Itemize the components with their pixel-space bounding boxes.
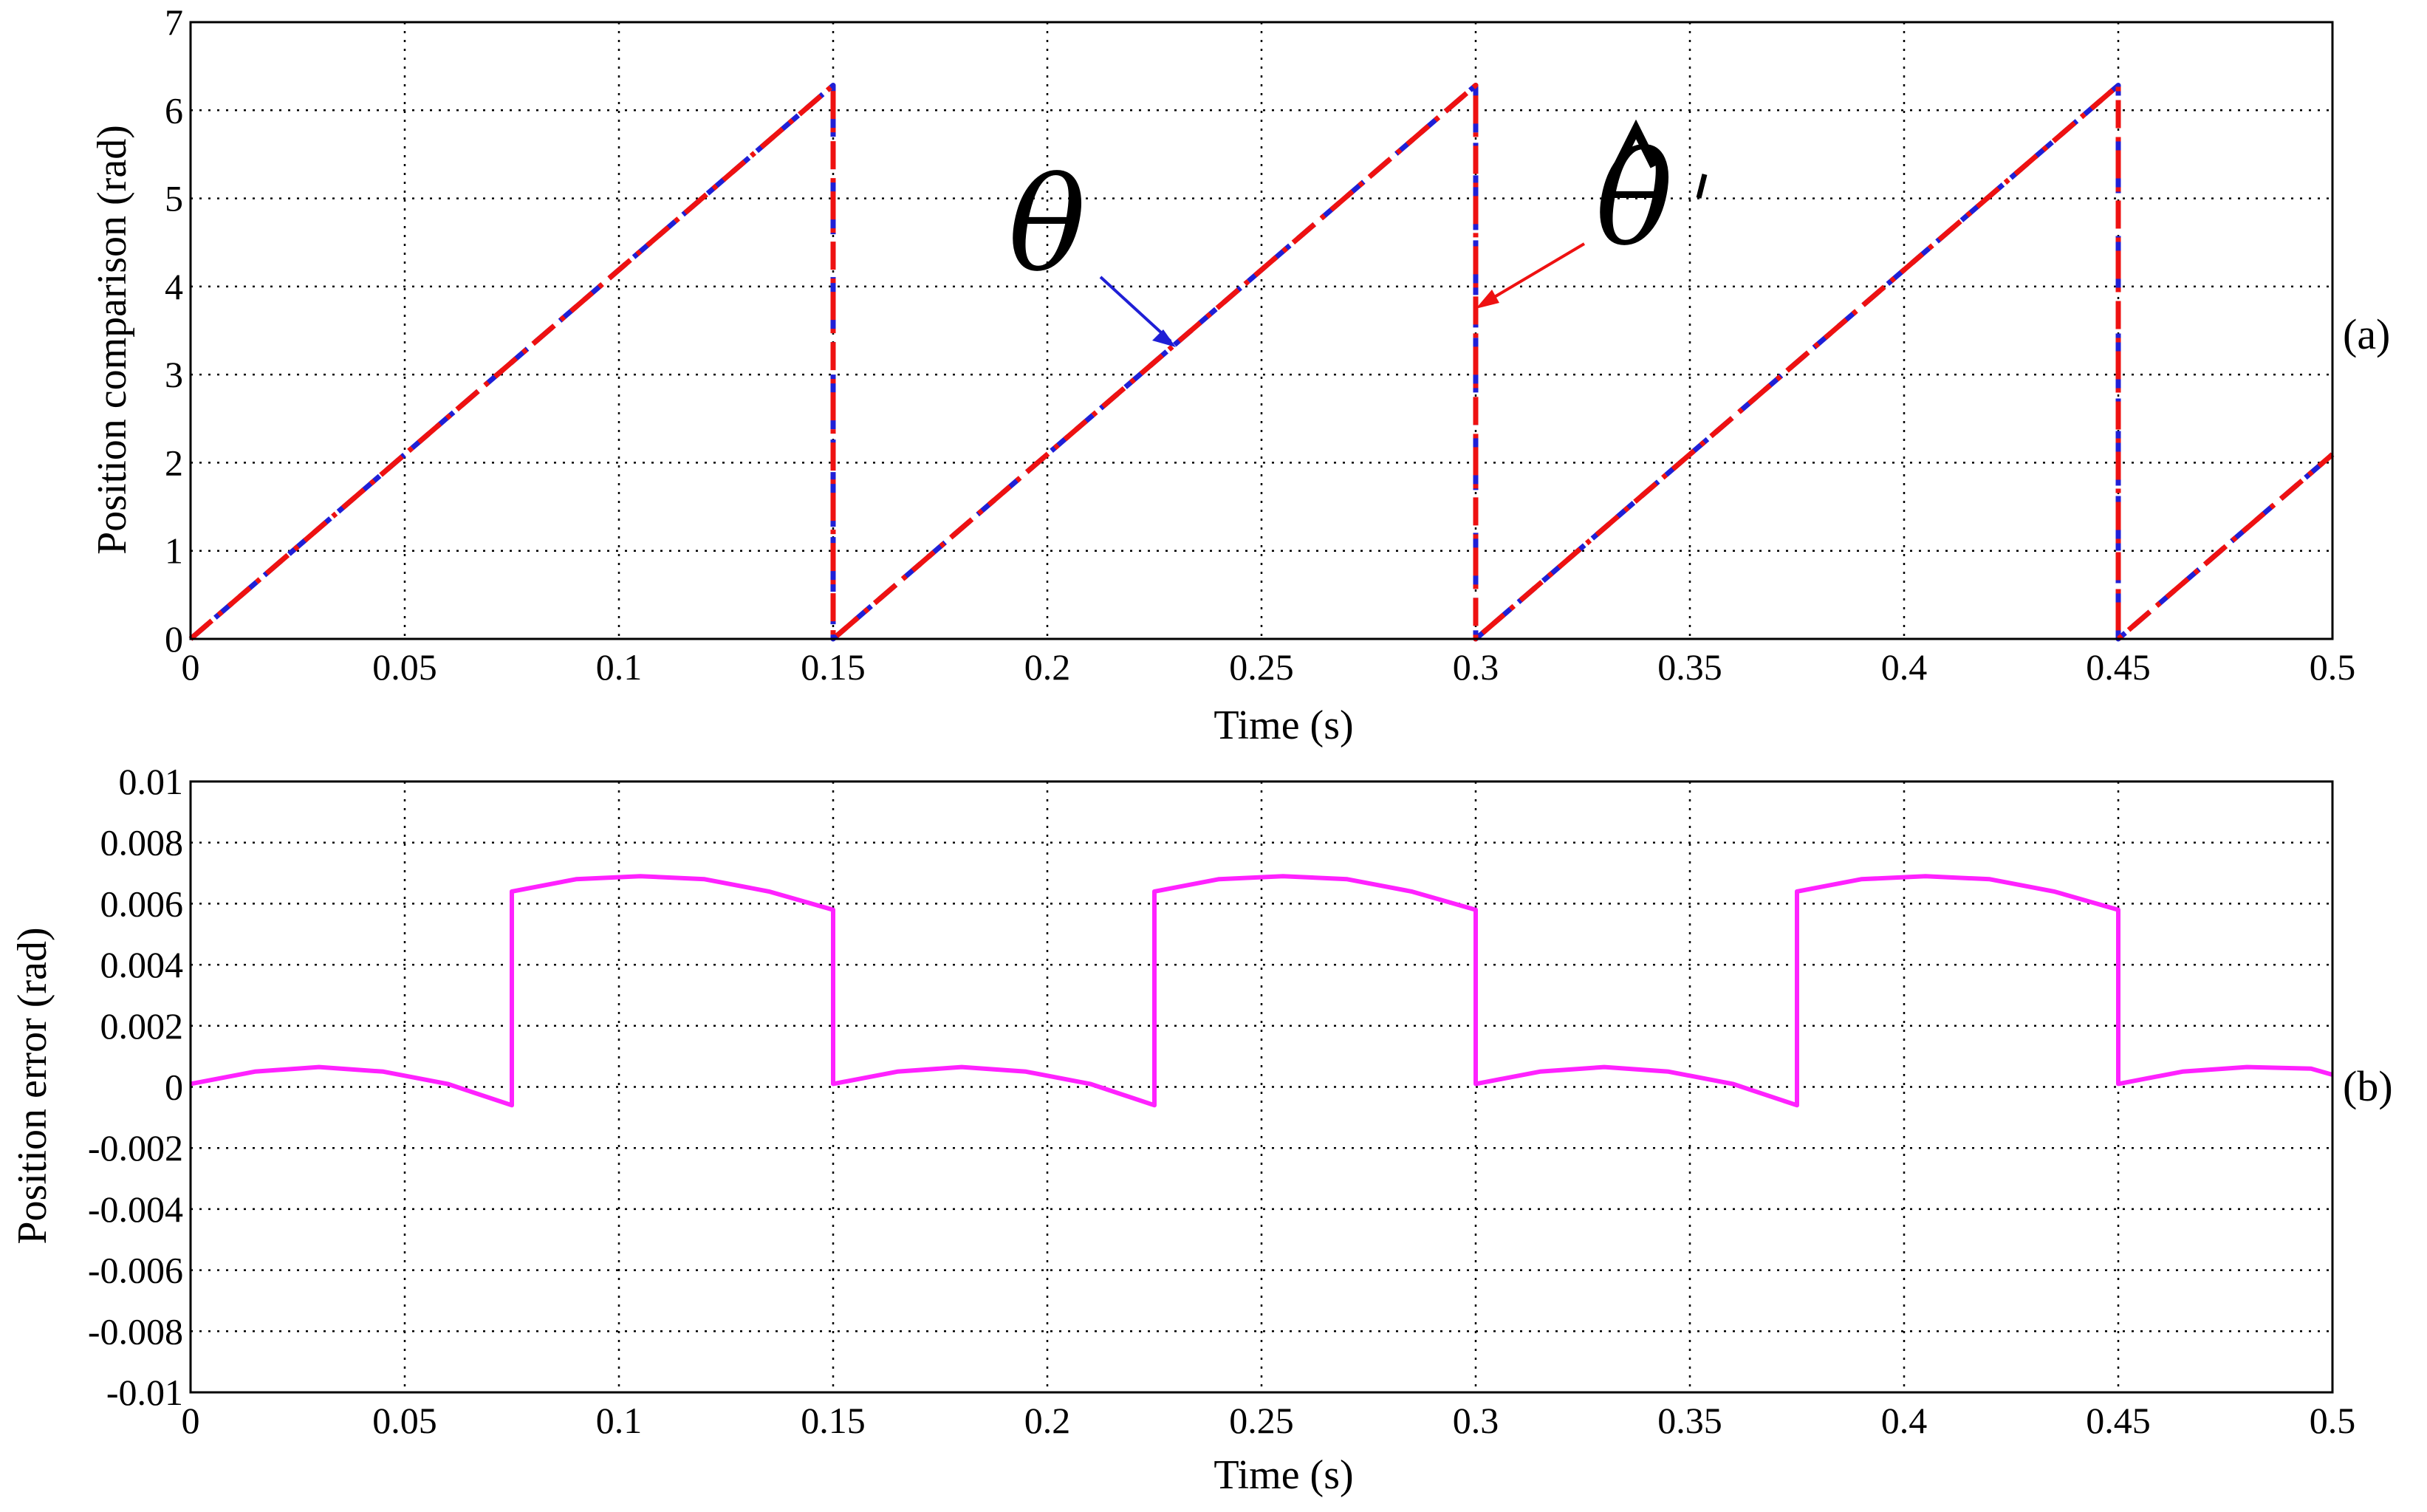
chart-a-y-tick-label: 7 xyxy=(165,1,183,43)
chart-a-x-tick-label: 0.4 xyxy=(1881,646,1928,688)
chart-a-x-tick-label: 0.45 xyxy=(2086,646,2151,688)
chart-b-y-tick-label: 0.004 xyxy=(100,944,184,985)
chart-b-x-tick-label: 0.15 xyxy=(801,1400,866,1441)
chart-a-panel-label: (a) xyxy=(2343,310,2390,358)
theta-hat-annotation: θ xyxy=(1476,119,1708,309)
chart-a-y-tick-label: 3 xyxy=(165,354,183,395)
chart-a-x-tick-label: 0.05 xyxy=(372,646,437,688)
chart-b-y-tick-label: -0.002 xyxy=(88,1127,183,1169)
chart-b-x-tick-label: 0.3 xyxy=(1453,1400,1499,1441)
chart-a-series-line-1 xyxy=(188,83,2335,642)
chart-b-x-tick-label: 0.4 xyxy=(1881,1400,1928,1441)
chart-a-y-tick-label: 0 xyxy=(165,618,183,660)
chart-a-grid xyxy=(191,22,2332,639)
chart-b-plot-frame xyxy=(189,780,2334,1394)
theta-annotation: θ xyxy=(1008,151,1176,347)
chart-b-series-line-1 xyxy=(190,874,2333,1108)
chart-a-y-axis-label: Position comparison (rad) xyxy=(89,125,135,555)
chart-b-y-tick-label: 0.006 xyxy=(100,883,184,924)
chart-a-x-tick-label: 0.25 xyxy=(1229,646,1294,688)
chart-a-y-tick-label: 5 xyxy=(165,178,183,219)
chart-a: 0 0.05 0.1 0.15 0.2 0.25 0.3 0.35 0.4 0.45 0.5 0 1 2… xyxy=(89,1,2390,748)
chart-b-y-axis-label: Position error (rad) xyxy=(10,927,55,1244)
chart-b-panel-label: (b) xyxy=(2343,1062,2393,1110)
chart-b-y-tick-labels: -0.01 -0.008 -0.006 -0.004 -0.002 0 0.002 0.004… xyxy=(88,761,183,1413)
chart-a-x-tick-label: 0.3 xyxy=(1453,646,1499,688)
theta-hat-symbol: θ xyxy=(1595,125,1673,275)
chart-a-x-tick-label: 0.5 xyxy=(2310,646,2356,688)
theta-symbol-label: θ xyxy=(1008,151,1086,301)
chart-a-y-tick-label: 1 xyxy=(165,530,183,572)
chart-b-x-tick-label: 0.05 xyxy=(372,1400,437,1441)
chart-a-x-tick-labels: 0 0.05 0.1 0.15 0.2 0.25 0.3 0.35 0.4 0.45 0.5 xyxy=(182,646,2356,688)
theta-arrow xyxy=(1099,276,1172,343)
chart-a-plot-frame xyxy=(189,21,2334,640)
theta-hat-prime-mark-icon xyxy=(1696,174,1708,199)
theta-hat-arrow-head xyxy=(1476,290,1499,309)
chart-a-series-group xyxy=(188,83,2335,642)
chart-b-y-tick-label: 0.008 xyxy=(100,822,184,863)
chart-b: 0 0.05 0.1 0.15 0.2 0.25 0.3 0.35 0.4 0.45 0.5 -0.… xyxy=(10,761,2393,1498)
chart-a-x-axis-label: Time (s) xyxy=(1214,702,1353,748)
chart-b-x-tick-labels: 0 0.05 0.1 0.15 0.2 0.25 0.3 0.35 0.4 0.45 0.5 xyxy=(182,1400,2356,1441)
chart-b-y-tick-label: 0.002 xyxy=(100,1005,184,1047)
chart-a-y-tick-labels: 0 1 2 3 4 5 6 7 xyxy=(165,1,183,660)
chart-b-x-tick-label: 0.5 xyxy=(2310,1400,2356,1441)
theta-arrow-head xyxy=(1152,329,1176,347)
chart-b-y-tick-label: 0.01 xyxy=(119,761,184,802)
chart-b-x-axis-label: Time (s) xyxy=(1214,1452,1353,1498)
chart-b-y-tick-label: 0 xyxy=(165,1067,183,1108)
chart-b-x-tick-label: 0.45 xyxy=(2086,1400,2151,1441)
chart-b-series-group xyxy=(190,874,2333,1108)
chart-a-x-tick-label: 0 xyxy=(182,646,200,688)
chart-b-x-tick-label: 0.25 xyxy=(1229,1400,1294,1441)
chart-a-series-line-2 xyxy=(188,83,2335,642)
chart-b-x-tick-label: 0.35 xyxy=(1657,1400,1722,1441)
chart-a-x-tick-label: 0.2 xyxy=(1024,646,1071,688)
chart-a-x-tick-label: 0.1 xyxy=(596,646,643,688)
chart-a-x-tick-label: 0.15 xyxy=(801,646,866,688)
chart-b-y-tick-label: -0.008 xyxy=(88,1310,183,1352)
chart-b-x-tick-label: 0.2 xyxy=(1024,1400,1071,1441)
chart-b-y-tick-label: -0.006 xyxy=(88,1250,183,1291)
chart-b-y-tick-label: -0.01 xyxy=(106,1372,183,1413)
chart-a-y-tick-label: 6 xyxy=(165,89,183,131)
theta-hat-caret-icon xyxy=(1613,119,1659,168)
theta-hat-arrow xyxy=(1483,242,1586,304)
chart-b-x-tick-label: 0 xyxy=(182,1400,200,1441)
chart-b-y-tick-label: -0.004 xyxy=(88,1188,183,1230)
chart-a-y-tick-label: 2 xyxy=(165,442,183,483)
chart-a-y-tick-label: 4 xyxy=(165,266,183,307)
chart-b-x-tick-label: 0.1 xyxy=(596,1400,643,1441)
chart-a-x-tick-label: 0.35 xyxy=(1657,646,1722,688)
